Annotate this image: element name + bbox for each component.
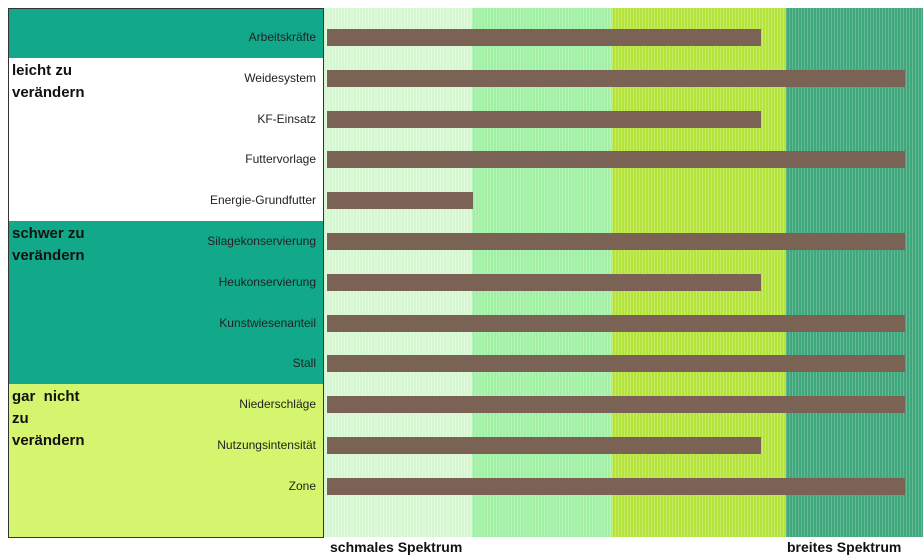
spectrum-band [786,8,923,537]
bar [327,29,761,46]
category-label: Stall [292,356,316,371]
bar [327,477,905,495]
bar [327,110,761,128]
category-label: Zone [288,478,316,493]
category-label: Futtervorlage [245,152,316,167]
category-label: Arbeitskräfte [248,30,316,44]
bar [327,437,761,454]
group-background [8,57,323,221]
group-background [8,8,323,58]
bar [327,314,905,332]
group-label: schwer zu verändern [12,225,89,264]
bar [327,151,905,169]
bar [327,192,473,210]
group-background [8,384,323,537]
spectrum-band [323,8,472,537]
bar [327,355,905,373]
footer-right: breites Spektrum [787,539,902,555]
group-label: gar nicht zu verändern [12,388,85,450]
bar [327,69,905,87]
category-label: Heukonservierung [218,274,316,289]
bar [327,233,905,250]
category-label: Nutzungsintensität [217,438,316,452]
spectrum-band [472,8,612,537]
spectrum-band [612,8,786,537]
category-label: KF-Einsatz [257,111,316,126]
category-label: Weidesystem [244,70,316,85]
category-label: Niederschläge [239,397,316,412]
bar [327,273,761,291]
footer-left: schmales Spektrum [330,539,463,555]
bar [327,396,905,414]
category-label: Silagekonservierung [207,234,316,248]
group-label: leicht zu verändern [12,61,85,101]
group-background [8,221,323,385]
category-label: Energie-Grundfutter [209,193,316,208]
category-label: Kunstwiesenanteil [219,315,316,330]
